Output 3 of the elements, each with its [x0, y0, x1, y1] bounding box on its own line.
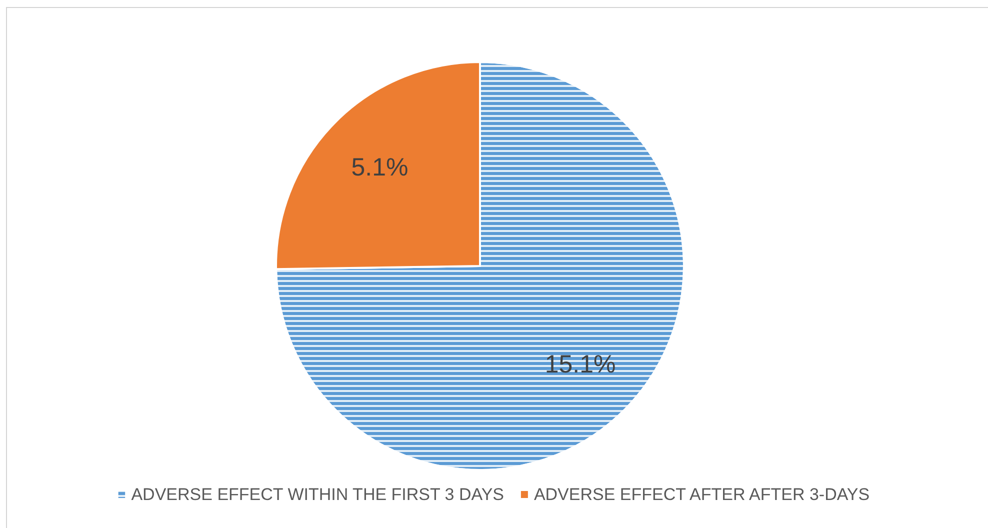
data-label: 5.1% — [351, 153, 408, 182]
legend-label: ADVERSE EFFECT WITHIN THE FIRST 3 DAYS — [131, 485, 504, 504]
legend-label: ADVERSE EFFECT AFTER AFTER 3-DAYS — [534, 485, 870, 504]
